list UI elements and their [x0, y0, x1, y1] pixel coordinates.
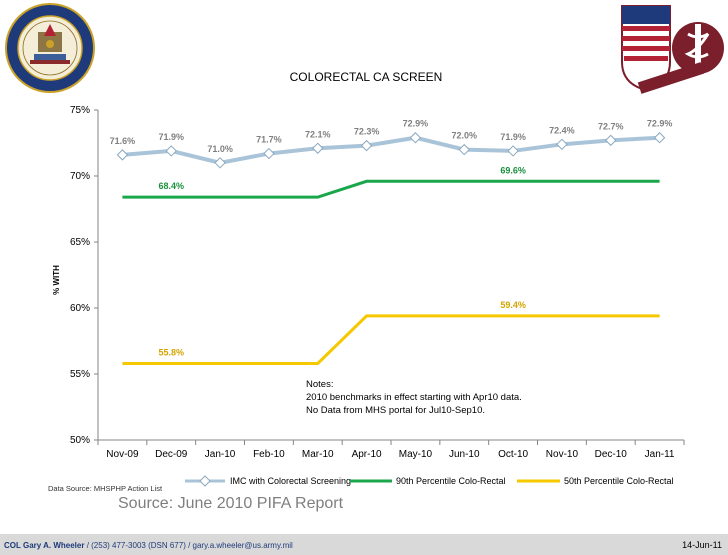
data-label: 72.9%: [403, 119, 429, 129]
note-no-data: No Data from MHS portal for Jul10-Sep10.: [306, 405, 485, 416]
legend-label-50th: 50th Percentile Colo-Rectal: [564, 476, 674, 486]
legend: IMC with Colorectal Screening 90th Perce…: [185, 475, 674, 487]
x-tick-label: Oct-10: [498, 449, 528, 460]
data-label: 71.7%: [256, 135, 282, 145]
imc-point: [507, 145, 519, 157]
footer-date: 14-Jun-11: [682, 540, 722, 550]
imc-point: [312, 142, 324, 154]
y-tick-label: 65%: [70, 237, 90, 248]
x-tick-label: Apr-10: [352, 449, 382, 460]
data-label: 68.4%: [158, 181, 184, 191]
imc-point: [409, 132, 422, 144]
x-tick-label: Dec-09: [155, 449, 188, 460]
imc-point: [360, 139, 373, 152]
imc-point: [165, 145, 177, 157]
footer-bar: [0, 534, 728, 555]
imc-point: [214, 157, 226, 169]
imc-point: [263, 147, 275, 160]
data-source: Data Source: MHSPHP Action List: [48, 484, 163, 493]
legend-label-90th: 90th Percentile Colo-Rectal: [396, 476, 506, 486]
source-caption: Source: June 2010 PIFA Report: [118, 495, 344, 512]
series-line-imc: [122, 135, 660, 165]
chart-title: COLORECTAL CA SCREEN: [290, 70, 443, 84]
footer-name: COL Gary A. Wheeler: [4, 541, 84, 550]
x-tick-label: Mar-10: [302, 449, 334, 460]
note-heading: Notes:: [306, 379, 333, 390]
x-tick-label: May-10: [399, 449, 433, 460]
y-tick-label: 70%: [70, 171, 90, 182]
x-tick-label: Jan-10: [205, 449, 236, 460]
data-label: 71.6%: [110, 136, 136, 146]
x-tick-label: Nov-09: [106, 449, 139, 460]
medical-caduceus-crest-icon: [621, 5, 724, 94]
y-tick-label: 60%: [70, 303, 90, 314]
y-tick-label: 50%: [70, 435, 90, 446]
imc-point: [458, 143, 470, 156]
data-label: 72.1%: [305, 129, 331, 139]
us-army-seal-icon: [5, 3, 95, 93]
footer-text: COL Gary A. Wheeler / (253) 477-3003 (DS…: [4, 541, 293, 550]
series-line-90th: [122, 179, 660, 199]
data-label: 72.7%: [598, 121, 624, 131]
x-tick-label: Jan-11: [645, 449, 675, 460]
legend-label-imc: IMC with Colorectal Screening: [230, 476, 351, 486]
x-tick-label: Nov-10: [546, 449, 579, 460]
x-tick-label: Dec-10: [595, 449, 628, 460]
x-tick-label: Jun-10: [449, 449, 480, 460]
data-label: 55.8%: [158, 347, 184, 357]
imc-point: [653, 132, 666, 144]
data-label: 71.0%: [207, 144, 233, 154]
series-line-50th: [122, 314, 660, 365]
imc-point: [116, 149, 129, 161]
data-label: 72.0%: [451, 131, 477, 141]
footer-contact: / (253) 477-3003 (DSN 677) / gary.a.whee…: [84, 541, 293, 550]
data-label: 71.9%: [500, 132, 526, 142]
data-label: 72.3%: [354, 127, 380, 137]
legend-marker-imc: [199, 475, 211, 487]
imc-point: [556, 138, 568, 151]
data-label: 72.4%: [549, 125, 575, 135]
imc-point: [605, 134, 617, 147]
data-label: 69.6%: [500, 165, 526, 175]
note-benchmarks: 2010 benchmarks in effect starting with …: [306, 392, 522, 403]
data-label: 59.4%: [500, 300, 526, 310]
y-tick-label: 75%: [70, 105, 90, 116]
data-label: 71.9%: [158, 132, 184, 142]
x-tick-label: Feb-10: [253, 449, 285, 460]
data-label: 72.9%: [647, 119, 673, 129]
y-axis-label: % WITH: [52, 265, 61, 295]
y-tick-label: 55%: [70, 369, 90, 380]
